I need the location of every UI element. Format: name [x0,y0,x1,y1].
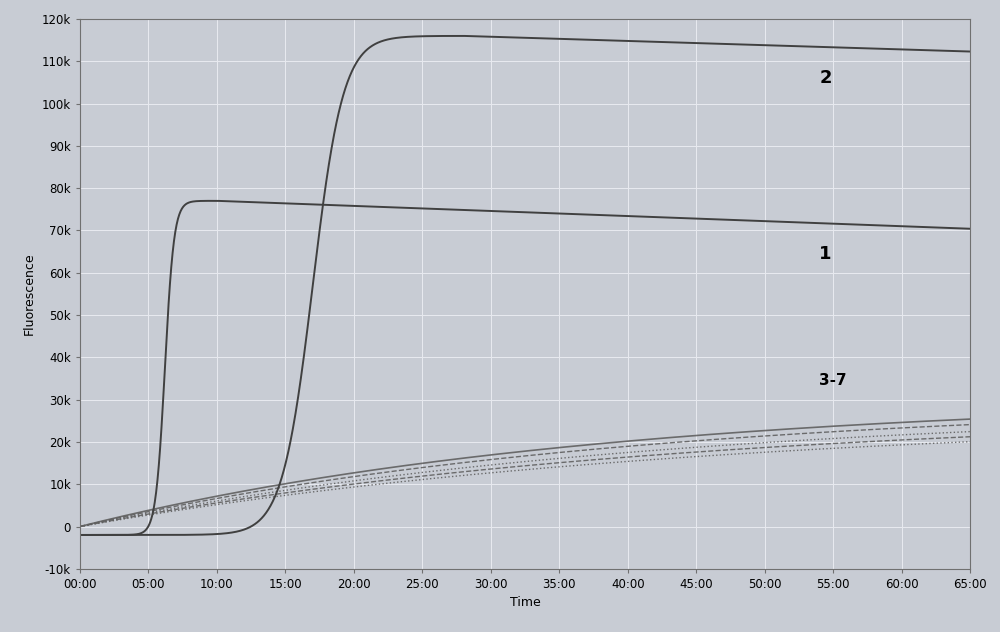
X-axis label: Time: Time [510,597,540,609]
Text: 1: 1 [819,245,832,263]
Text: 2: 2 [819,69,832,87]
Text: 3-7: 3-7 [819,373,847,388]
Y-axis label: Fluorescence: Fluorescence [23,253,36,335]
